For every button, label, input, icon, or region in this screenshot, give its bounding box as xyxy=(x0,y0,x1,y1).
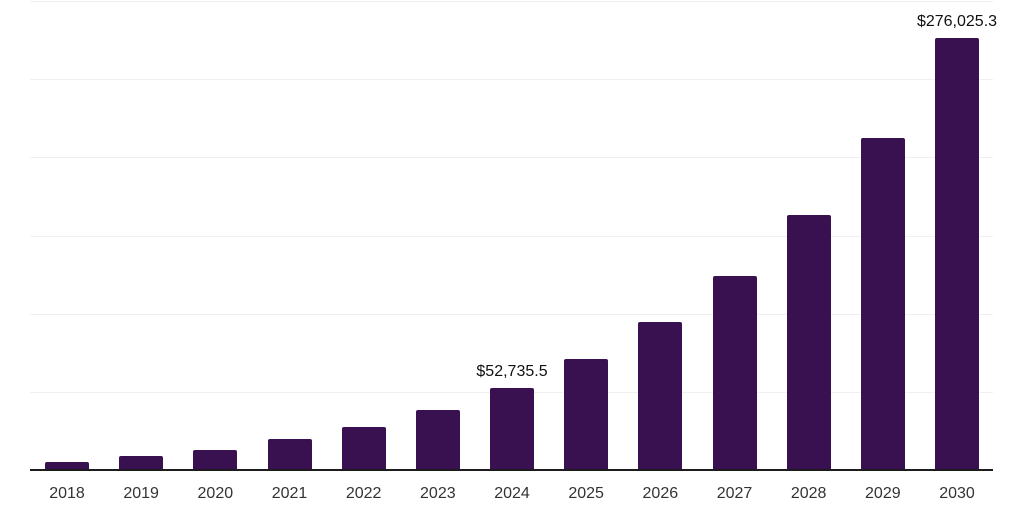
gridline xyxy=(30,157,993,159)
bar-2024 xyxy=(490,387,534,470)
bar-2026 xyxy=(638,322,683,470)
bar-2030 xyxy=(935,38,979,470)
bar-value-label-2030: $276,025.3 xyxy=(916,13,998,31)
gridline xyxy=(30,1,993,2)
gridline xyxy=(30,235,993,237)
x-tick-label-2018: 2018 xyxy=(49,485,85,502)
x-tick-label-2029: 2029 xyxy=(865,485,901,502)
gridline xyxy=(30,313,993,315)
bar-2019 xyxy=(119,455,164,470)
bar-2023 xyxy=(415,409,460,470)
bar-2028 xyxy=(786,215,831,470)
x-tick-label-2023: 2023 xyxy=(420,485,456,502)
x-tick-label-2026: 2026 xyxy=(642,485,679,502)
plot-area: $52,735.5 $276,025.3 xyxy=(30,1,997,471)
bar-2018 xyxy=(45,462,89,470)
bar-value-label-2024: $52,735.5 xyxy=(476,362,548,380)
bar-2022 xyxy=(341,427,386,470)
bar-2027 xyxy=(712,276,757,470)
x-tick-label-2028: 2028 xyxy=(790,485,827,502)
x-tick-label-2027: 2027 xyxy=(716,485,753,502)
x-tick-label-2020: 2020 xyxy=(197,485,234,502)
bar-2021 xyxy=(267,439,312,470)
x-tick-label-2022: 2022 xyxy=(345,485,382,502)
x-tick-label-2030: 2030 xyxy=(939,485,975,502)
x-tick-label-2021: 2021 xyxy=(271,485,308,502)
gridline xyxy=(30,79,993,81)
x-tick-label-2024: 2024 xyxy=(494,485,530,502)
bar-2020 xyxy=(193,450,238,470)
x-axis-line xyxy=(30,469,993,471)
x-tick-label-2025: 2025 xyxy=(568,485,604,502)
bar-2025 xyxy=(564,359,609,470)
bar-2029 xyxy=(860,137,905,470)
x-tick-label-2019: 2019 xyxy=(123,485,159,502)
